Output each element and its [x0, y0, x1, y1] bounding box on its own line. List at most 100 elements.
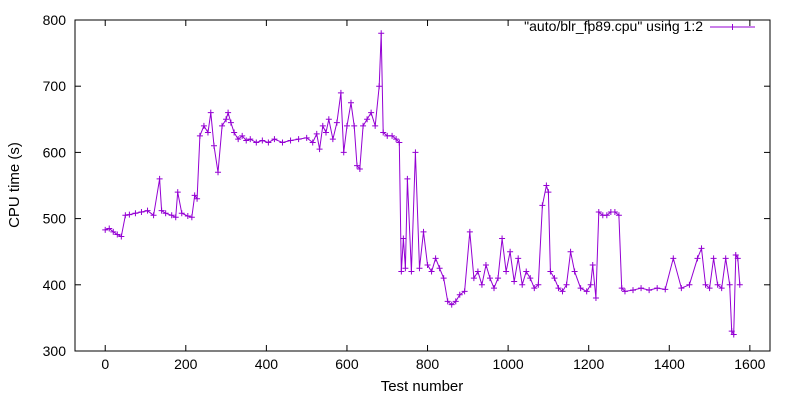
data-point: [376, 83, 383, 90]
data-point: [638, 285, 645, 292]
data-point: [319, 122, 326, 129]
legend-marker-plus: [729, 24, 736, 30]
y-tick-label: 500: [43, 211, 67, 227]
x-tick-label: 1600: [734, 356, 765, 372]
data-point: [698, 245, 705, 252]
data-point: [126, 211, 133, 218]
data-point: [611, 208, 618, 215]
data-point: [603, 212, 610, 219]
data-point: [444, 298, 451, 305]
data-point: [106, 225, 113, 232]
data-point: [694, 255, 701, 262]
data-point: [734, 255, 741, 262]
data-point: [325, 116, 332, 123]
axis-tick-labels: 0 200 400 600 800 1000 1200 1400 1600 300 400 500 60…: [43, 12, 766, 372]
data-point: [380, 129, 387, 136]
data-point: [253, 139, 260, 146]
data-point: [400, 235, 407, 242]
data-point: [265, 139, 272, 146]
data-point: [646, 287, 653, 294]
data-point: [204, 129, 211, 136]
data-point: [200, 122, 207, 129]
data-point: [158, 207, 165, 214]
data-point: [398, 268, 405, 275]
data-point: [172, 214, 179, 221]
data-point: [432, 255, 439, 262]
data-point: [360, 122, 367, 129]
axis-ticks: [75, 19, 770, 352]
data-point: [630, 287, 637, 294]
data-point: [402, 265, 409, 272]
data-point: [436, 265, 443, 272]
data-point: [474, 268, 481, 275]
data-point: [347, 99, 354, 106]
data-point: [122, 212, 129, 219]
y-tick-label: 300: [43, 343, 67, 359]
data-point: [259, 137, 266, 144]
data-point: [420, 228, 427, 235]
data-point: [340, 149, 347, 156]
data-point: [551, 275, 558, 282]
data-point: [378, 30, 385, 37]
data-point: [239, 132, 246, 139]
data-point: [519, 281, 526, 288]
data-point: [196, 132, 203, 139]
data-point: [702, 281, 709, 288]
data-point: [726, 281, 733, 288]
data-point: [227, 119, 234, 126]
data-point: [491, 285, 498, 292]
data-point: [507, 248, 514, 255]
data-point: [452, 298, 459, 305]
data-point: [396, 139, 403, 146]
data-point: [527, 275, 534, 282]
data-point: [354, 162, 361, 169]
data-point: [456, 291, 463, 298]
data-point: [368, 109, 375, 116]
data-point: [736, 281, 743, 288]
series-layer: [102, 30, 743, 338]
y-axis-title: CPU time (s): [6, 142, 23, 228]
data-point: [316, 146, 323, 153]
data-point: [461, 288, 468, 295]
data-point: [393, 136, 400, 143]
data-point: [547, 268, 554, 275]
data-point: [162, 210, 169, 217]
data-point: [615, 212, 622, 219]
data-point: [440, 275, 447, 282]
data-point: [678, 285, 685, 292]
data-point: [728, 328, 735, 335]
data-point: [543, 182, 550, 189]
data-point: [511, 278, 518, 285]
data-point: [428, 268, 435, 275]
data-point: [577, 285, 584, 292]
data-point: [662, 286, 669, 293]
legend-label: "auto/blr_fp89.cpu" using 1:2: [524, 18, 703, 34]
data-point: [303, 134, 310, 141]
data-point: [545, 189, 552, 196]
data-point: [295, 136, 302, 143]
data-point: [194, 195, 201, 202]
data-point: [523, 268, 530, 275]
data-point: [156, 175, 163, 182]
data-point: [150, 212, 157, 219]
x-tick-label: 200: [174, 356, 198, 372]
data-point: [114, 231, 121, 238]
data-point: [587, 281, 594, 288]
y-tick-label: 600: [43, 144, 67, 160]
y-tick-label: 400: [43, 277, 67, 293]
data-point: [466, 228, 473, 235]
x-tick-label: 0: [101, 356, 109, 372]
data-point: [223, 116, 230, 123]
data-point: [416, 265, 423, 272]
data-point: [424, 261, 431, 268]
data-point: [412, 149, 419, 156]
data-point: [583, 288, 590, 295]
data-point: [732, 252, 739, 259]
data-point: [138, 208, 145, 215]
data-point: [287, 137, 294, 144]
data-point: [118, 233, 125, 240]
data-point: [219, 122, 226, 129]
data-point: [686, 281, 693, 288]
